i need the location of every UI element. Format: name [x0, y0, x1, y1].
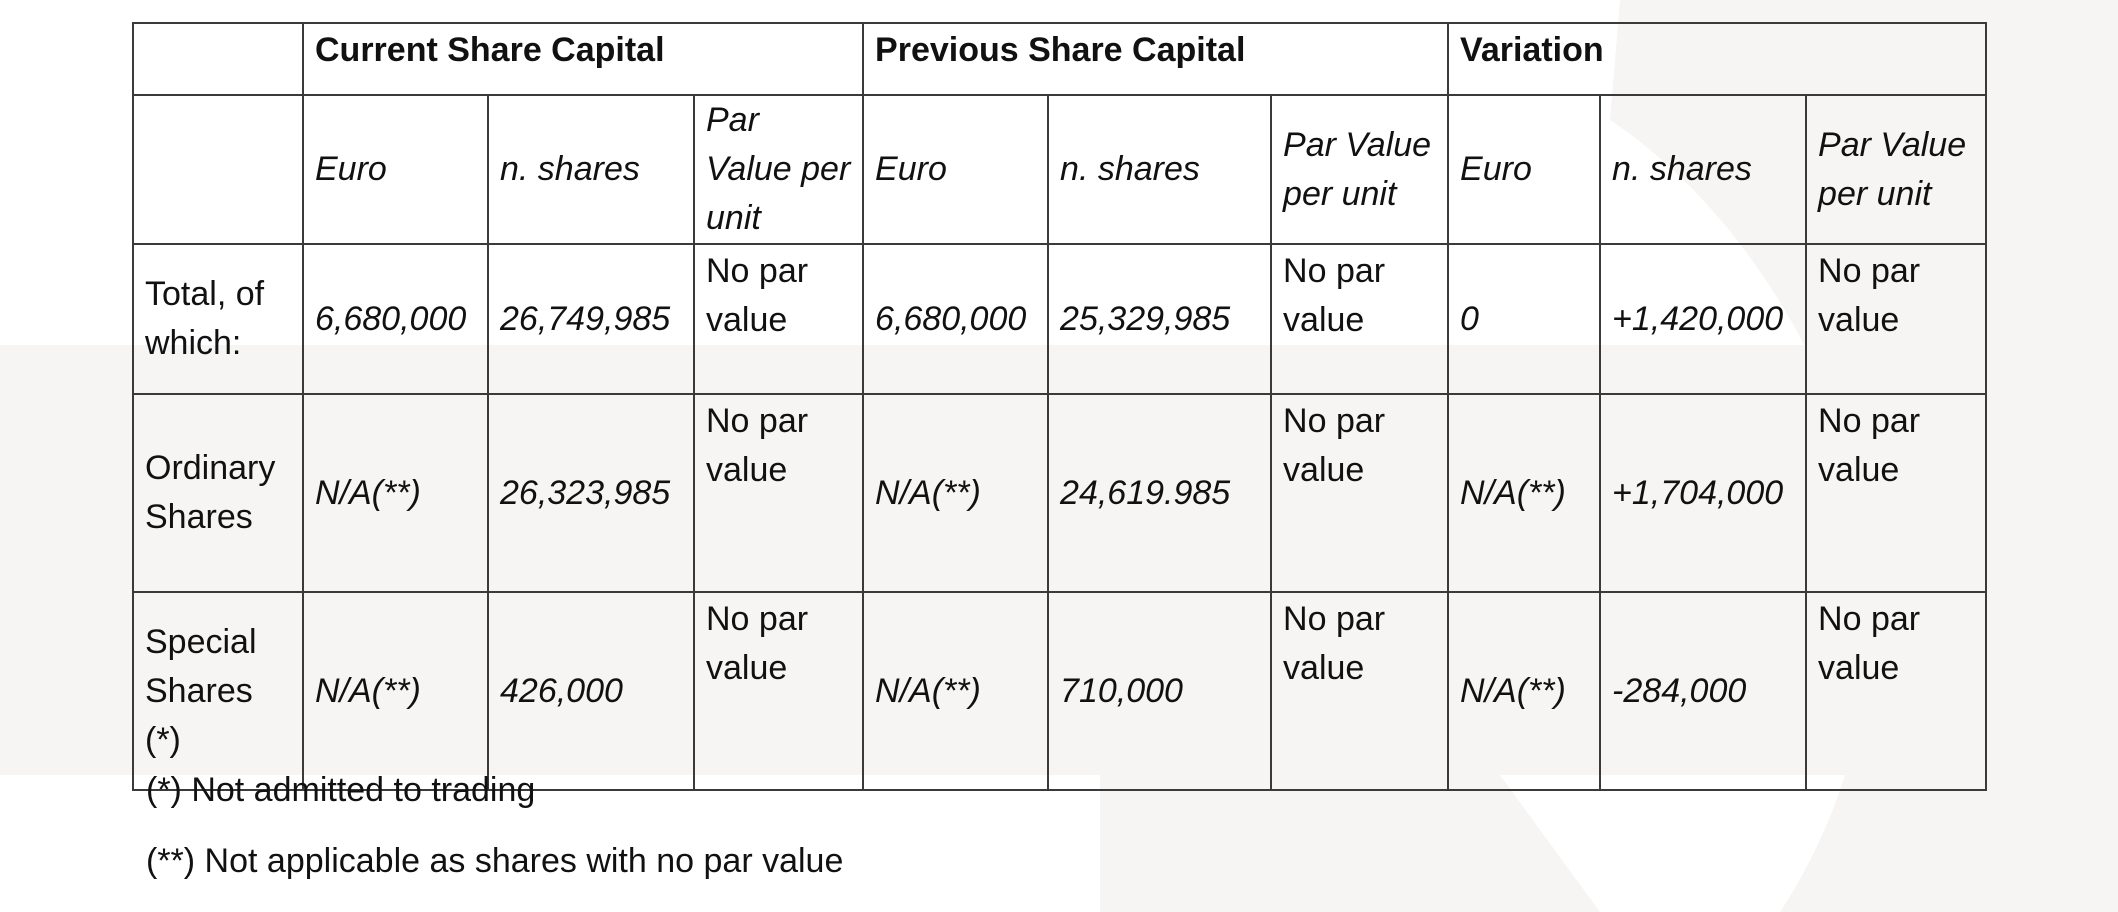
cell-previous-par-value: No par value: [1270, 243, 1450, 395]
cell-current-euro: N/A(**): [302, 591, 489, 791]
table-row-special: Special Shares (*) N/A(**) 426,000 No pa…: [132, 591, 1988, 791]
cell-variation-par-value: No par value: [1805, 243, 1988, 395]
group-current-share-capital: Current Share Capital: [301, 22, 865, 96]
footnote-not-admitted: (*) Not admitted to trading: [146, 771, 536, 809]
table-row-ordinary: Ordinary Shares N/A(**) 26,323,985 No pa…: [132, 393, 1988, 593]
sub-header-euro: Euro: [1447, 94, 1602, 245]
cell-current-n-shares: 26,323,985: [487, 393, 695, 593]
cell-current-euro: 6,680,000: [302, 243, 489, 395]
share-capital-table: Current Share Capital Previous Share Cap…: [132, 22, 1988, 791]
cell-previous-euro: 6,680,000: [862, 243, 1050, 395]
cell-previous-n-shares: 710,000: [1047, 591, 1273, 791]
cell-variation-n-shares: +1,420,000: [1599, 243, 1808, 395]
cell-variation-euro: N/A(**): [1447, 393, 1602, 593]
sub-header-n-shares: n. shares: [1599, 94, 1808, 245]
row-label: Total, of which:: [132, 243, 304, 395]
corner-cell: [132, 22, 304, 96]
cell-current-n-shares: 26,749,985: [487, 243, 695, 395]
row-label: Ordinary Shares: [132, 393, 304, 593]
sub-header-euro: Euro: [302, 94, 489, 245]
cell-variation-par-value: No par value: [1805, 393, 1988, 593]
sub-header-euro: Euro: [862, 94, 1050, 245]
sub-header-n-shares: n. shares: [1047, 94, 1273, 245]
cell-variation-euro: 0: [1447, 243, 1602, 395]
cell-variation-euro: N/A(**): [1447, 591, 1602, 791]
sub-header-par-value: Par Value per unit: [1270, 94, 1450, 245]
cell-variation-n-shares: -284,000: [1599, 591, 1808, 791]
sub-header-row: Euro n. shares Par Value per unit Euro n…: [132, 94, 1988, 245]
row-label: Special Shares (*): [132, 591, 304, 791]
cell-previous-par-value: No par value: [1270, 591, 1450, 791]
group-variation: Variation: [1447, 22, 1988, 96]
cell-current-par-value: No par value: [692, 393, 865, 593]
cell-current-par-value: No par value: [692, 243, 865, 395]
cell-previous-n-shares: 25,329,985: [1047, 243, 1273, 395]
cell-current-n-shares: 426,000: [487, 591, 695, 791]
cell-current-euro: N/A(**): [302, 393, 489, 593]
group-header-row: Current Share Capital Previous Share Cap…: [132, 22, 1988, 96]
cell-previous-euro: N/A(**): [862, 393, 1050, 593]
group-previous-share-capital: Previous Share Capital: [862, 22, 1450, 96]
cell-current-par-value: No par value: [692, 591, 865, 791]
footnote-not-applicable: (**) Not applicable as shares with no pa…: [146, 842, 844, 880]
sub-header-par-value: Par Value per unit: [1805, 94, 1988, 245]
cell-previous-n-shares: 24,619.985: [1047, 393, 1273, 593]
cell-previous-par-value: No par value: [1270, 393, 1450, 593]
cell-variation-n-shares: +1,704,000: [1599, 393, 1808, 593]
cell-variation-par-value: No par value: [1805, 591, 1988, 791]
table-row-total: Total, of which: 6,680,000 26,749,985 No…: [132, 243, 1988, 395]
cell-previous-euro: N/A(**): [862, 591, 1050, 791]
sub-header-corner: [132, 94, 304, 245]
sub-header-par-value: Par Value per unit: [692, 94, 865, 245]
sub-header-n-shares: n. shares: [487, 94, 695, 245]
